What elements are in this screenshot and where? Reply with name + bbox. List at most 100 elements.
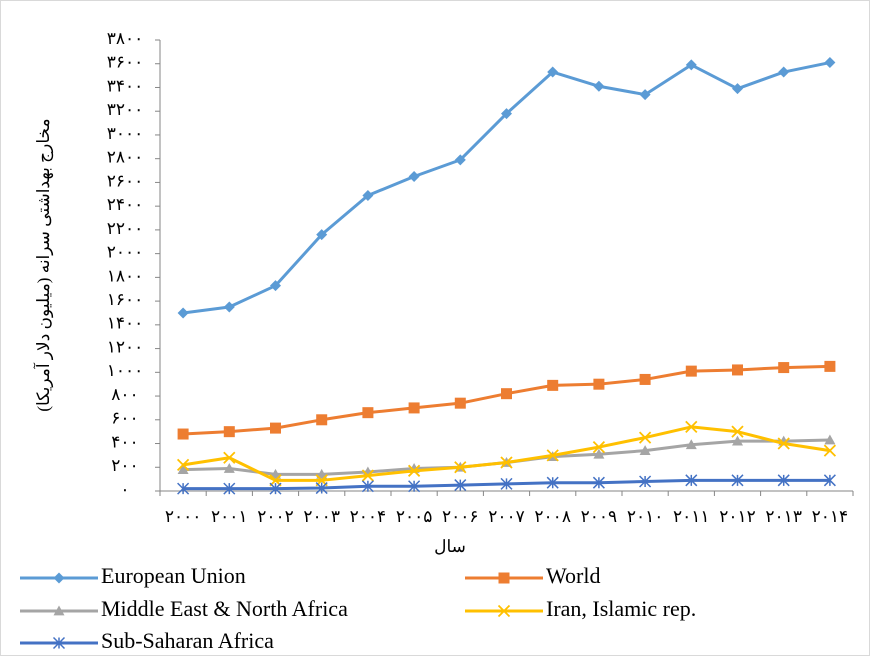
data-point	[501, 108, 512, 120]
x-tick-label: ۲۰۱۴	[812, 507, 849, 526]
data-point	[824, 434, 836, 445]
data-point	[362, 189, 374, 201]
data-point	[269, 482, 282, 495]
data-point	[546, 449, 559, 462]
series-line	[182, 425, 831, 482]
legend-marker	[498, 572, 510, 584]
data-point	[454, 397, 466, 409]
legend-marker	[53, 605, 65, 616]
data-point	[177, 428, 189, 440]
data-point	[361, 469, 375, 482]
data-point	[593, 378, 605, 390]
data-point	[732, 83, 743, 95]
x-tick-label: ۲۰۱۲	[719, 507, 756, 526]
x-tick-label: ۲۰۰۱	[211, 507, 248, 526]
x-tick-label: ۲۰۰۷	[488, 507, 525, 526]
x-tick-label: ۲۰۰۲	[257, 507, 294, 526]
data-point	[731, 474, 744, 487]
data-point	[270, 280, 281, 292]
y-tick-label: ۱۲۰۰	[107, 337, 144, 356]
data-point	[778, 362, 790, 374]
y-tick-label: ۳۰۰۰	[107, 124, 144, 143]
data-point	[823, 444, 837, 457]
data-point	[316, 414, 328, 426]
x-tick-label: ۲۰۱۱	[673, 507, 710, 526]
y-tick-label: ۱۶۰۰	[107, 290, 144, 309]
data-point	[824, 360, 836, 372]
data-point	[454, 461, 467, 474]
data-point	[223, 462, 235, 473]
y-tick-label: ۲۰۰۰	[107, 243, 144, 262]
x-tick-label: ۲۰۰۸	[534, 507, 571, 526]
data-point	[777, 437, 790, 450]
legend-marker	[52, 636, 66, 650]
data-point	[500, 456, 513, 469]
x-tick-label: ۲۰۰۹	[581, 507, 618, 526]
data-point	[731, 425, 744, 438]
y-tick-label: ۳۶۰۰	[107, 53, 144, 72]
y-tick-label: ۱۰۰۰	[107, 361, 144, 380]
data-point	[223, 482, 236, 495]
data-point	[732, 435, 743, 446]
data-point	[546, 476, 559, 489]
data-point	[408, 402, 420, 414]
data-point	[454, 479, 467, 492]
data-point	[685, 365, 697, 377]
legend-label: European Union	[101, 563, 246, 588]
x-tick-label: ۲۰۰۴	[350, 507, 387, 526]
y-tick-label: ۳۲۰۰	[107, 100, 144, 119]
data-point	[592, 476, 605, 489]
y-tick-label: ۲۶۰۰	[107, 171, 144, 190]
data-point	[501, 388, 512, 400]
y-tick-label: ۳۸۰۰	[107, 29, 144, 48]
data-point	[177, 482, 190, 495]
legend-marker	[497, 604, 511, 618]
data-point	[639, 445, 651, 456]
data-point	[223, 301, 235, 313]
data-point	[223, 426, 235, 438]
y-tick-label: ۲۲۰۰	[107, 219, 144, 238]
data-point	[177, 464, 189, 475]
data-point	[639, 89, 651, 101]
data-point	[316, 229, 328, 241]
y-tick-label: ۱۴۰۰	[107, 314, 144, 333]
data-point	[407, 464, 421, 477]
legend-label: Iran, Islamic rep.	[546, 596, 696, 621]
x-tick-label: ۲۰۰۳	[303, 507, 340, 526]
data-point	[685, 439, 697, 450]
data-point	[223, 451, 236, 464]
data-point	[732, 364, 743, 376]
data-point	[777, 474, 790, 487]
y-tick-label: ۰	[120, 480, 129, 499]
data-point	[315, 482, 328, 495]
y-axis-title: مخارج بهداشتی سرانه (میلیون دلار آمریکا)	[32, 118, 54, 411]
x-tick-label: ۲۰۰۰	[165, 507, 202, 526]
data-point	[547, 66, 559, 78]
data-point	[824, 57, 836, 69]
data-point	[639, 373, 651, 385]
x-tick-label: ۲۰۱۰	[627, 507, 664, 526]
data-point	[454, 154, 466, 166]
data-point	[639, 475, 652, 488]
legend-marker	[53, 572, 65, 584]
y-tick-label: ۶۰۰	[111, 409, 138, 428]
data-point	[270, 422, 281, 434]
legend-label: Middle East & North Africa	[101, 596, 348, 621]
x-tick-label: ۲۰۰۶	[442, 507, 479, 526]
data-point	[593, 448, 605, 459]
series-line	[182, 61, 831, 315]
data-point	[408, 170, 420, 182]
data-point	[638, 431, 652, 444]
x-tick-label: ۲۰۰۵	[396, 507, 433, 526]
y-tick-label: ۲۴۰۰	[107, 195, 144, 214]
y-tick-label: ۲۸۰۰	[107, 148, 144, 167]
data-point	[500, 477, 513, 490]
y-tick-label: ۳۴۰۰	[107, 76, 144, 95]
data-point	[823, 474, 836, 487]
data-point	[593, 80, 605, 92]
y-tick-label: ۲۰۰	[111, 456, 138, 475]
y-tick-label: ۸۰۰	[111, 385, 138, 404]
legend-label: Sub-Saharan Africa	[101, 628, 274, 653]
